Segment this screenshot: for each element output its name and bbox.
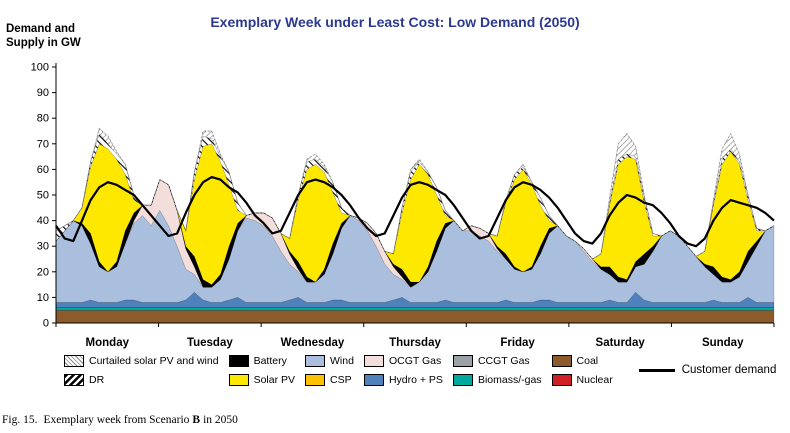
legend-item-csp: CSP <box>305 373 354 386</box>
nuclear-swatch <box>551 373 572 386</box>
y-tick-label: 60 <box>37 164 49 176</box>
x-day-label: Tuesday <box>187 337 233 349</box>
y-tick-label: 90 <box>37 87 49 99</box>
legend-label: Biomass/-gas <box>477 373 542 386</box>
legend-label: Battery <box>253 354 287 367</box>
legend-item-nuclear: Nuclear <box>551 373 613 386</box>
x-day-label: Thursday <box>389 337 441 349</box>
legend-item-customer-demand: Customer demand <box>638 364 777 376</box>
area-coal <box>55 309 775 324</box>
legend-item-wind: Wind <box>305 354 354 367</box>
legend-item-ccgt-gas: CCGT Gas <box>452 354 542 367</box>
legend-label: Nuclear <box>576 373 613 386</box>
legend-item-biomass-gas: Biomass/-gas <box>452 373 542 386</box>
y-tick-label: 0 <box>43 318 49 330</box>
legend-item-solar-pv: Solar PV <box>228 373 296 386</box>
y-tick-label: 30 <box>37 241 49 253</box>
legend-label: Customer demand <box>681 364 777 376</box>
legend-item-dr: DR <box>64 373 219 386</box>
customer-demand-line <box>55 176 775 248</box>
legend-item-hydro-ps: Hydro + PS <box>363 373 443 386</box>
legend-item-curtailed-solar-pv-and-wind: Curtailed solar PV and wind <box>64 354 219 367</box>
dr-swatch <box>64 373 84 386</box>
legend-label: OCGT Gas <box>388 354 442 367</box>
legend-item-ocgt-gas: OCGT Gas <box>363 354 443 367</box>
stacked-area-chart: 0 10 20 30 40 50 60 70 80 90 100 Monday Tuesday Wedne… <box>31 62 775 349</box>
wind-swatch <box>305 354 326 367</box>
legend-item-battery: Battery <box>228 354 295 367</box>
legend-label: Hydro + PS <box>388 373 443 386</box>
x-day-label: Saturday <box>596 337 646 349</box>
y-tick-label: 70 <box>37 138 49 150</box>
x-day-label: Monday <box>86 337 130 349</box>
chart-legend: Curtailed solar PV and wind DR Battery Sola… <box>64 352 776 388</box>
battery-swatch <box>228 354 249 367</box>
area-biomass-gas <box>55 307 775 311</box>
ccgt-gas-swatch <box>452 354 473 367</box>
y-tick-label: 100 <box>31 62 49 74</box>
csp-swatch <box>305 373 326 386</box>
x-day-label: Wednesday <box>281 337 345 349</box>
chart-title: Exemplary Week under Least Cost: Low Dem… <box>210 14 580 30</box>
legend-label: Curtailed solar PV and wind <box>89 354 219 367</box>
caption-scenario: B <box>192 414 201 426</box>
legend-label: DR <box>89 373 105 386</box>
solar-pv-swatch <box>228 373 249 386</box>
legend-label: Coal <box>576 354 599 367</box>
total-supply-outline <box>55 127 775 260</box>
legend-label: CSP <box>330 373 352 386</box>
y-tick-label: 50 <box>37 190 49 202</box>
y-tick-label: 20 <box>37 266 49 278</box>
y-axis-title: Demand and Supply in GW <box>6 23 81 50</box>
y-tick-label: 80 <box>37 113 49 125</box>
curtailed-solar-pv-and-wind-swatch <box>64 354 84 367</box>
y-tick-label: 10 <box>37 292 49 304</box>
legend-label: Wind <box>330 354 354 367</box>
demand-line-swatch <box>638 368 675 372</box>
x-day-label: Sunday <box>702 337 744 349</box>
caption-suffix: in 2050 <box>203 414 238 426</box>
legend-label: Solar PV <box>253 373 296 386</box>
x-day-label: Friday <box>500 337 535 349</box>
caption-fig-label: Fig. 15. <box>2 414 38 426</box>
y-tick-label: 40 <box>37 215 49 227</box>
coal-swatch <box>551 354 572 367</box>
legend-item-coal: Coal <box>551 354 613 367</box>
biomass-gas-swatch <box>452 373 473 386</box>
caption-text: Exemplary week from Scenario <box>43 414 190 426</box>
legend-label: CCGT Gas <box>477 354 530 367</box>
ocgt-gas-swatch <box>363 354 384 367</box>
hydro-ps-swatch <box>363 373 384 386</box>
